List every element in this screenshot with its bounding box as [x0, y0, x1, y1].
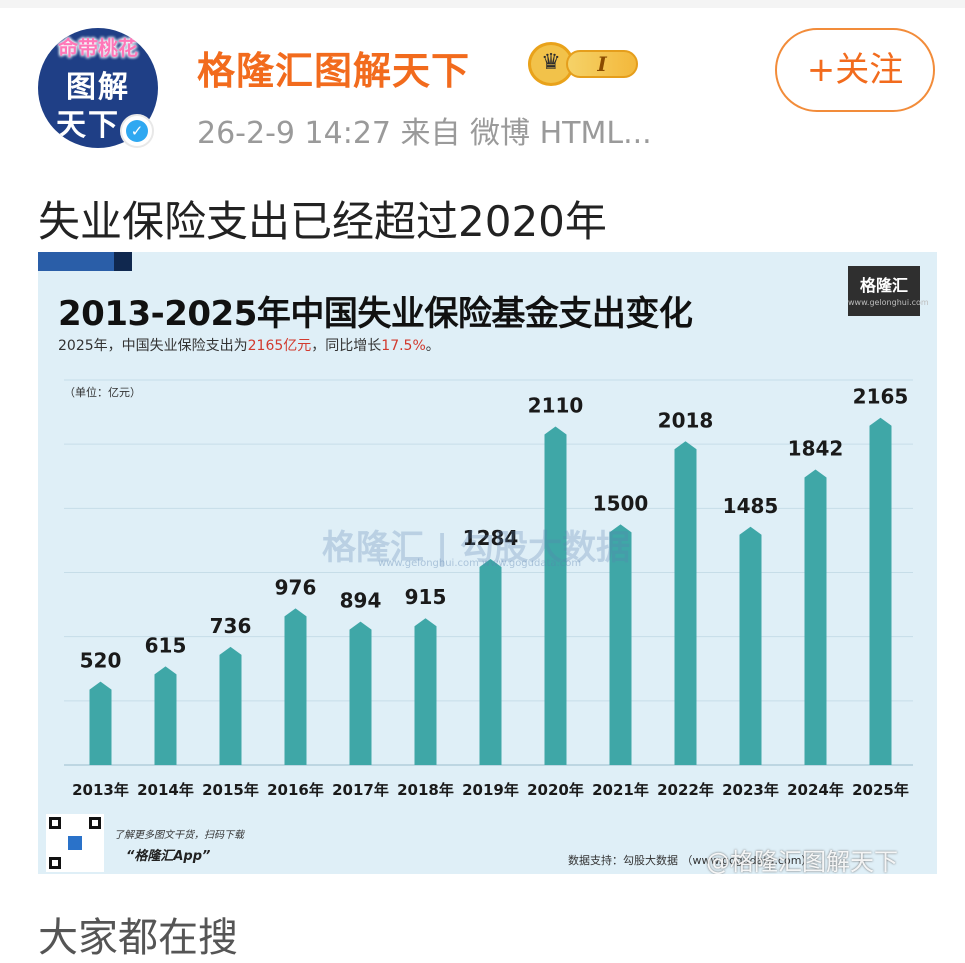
avatar-line2: 天下	[56, 108, 120, 143]
username[interactable]: 格隆汇图解天下	[197, 49, 471, 93]
weibo-watermark: @格隆汇图解天下	[706, 848, 898, 874]
chart-title: 2013-2025年中国失业保险基金支出变化	[58, 294, 693, 334]
qr-finder	[49, 817, 61, 829]
x-tick-label: 2023年	[722, 781, 779, 799]
bar	[414, 618, 437, 765]
post-meta: 26-2-9 14:27 来自 微博 HTML...	[197, 116, 652, 151]
brand-logo: 格隆汇 www.gelonghui.com	[848, 266, 929, 316]
decor-bar-dark	[114, 252, 132, 271]
brand-url: www.gelonghui.com	[848, 298, 929, 307]
subtitle-end: 。	[425, 338, 440, 354]
x-tick-label: 2018年	[397, 781, 454, 799]
subtitle-middle: ，同比增长	[311, 338, 382, 354]
brand-name: 格隆汇	[859, 276, 908, 295]
x-axis-labels: 2013年 2014年 2015年 2016年 2017年 2018年 2019年 2020年…	[72, 781, 909, 799]
bar	[869, 417, 892, 765]
bar-value-label: 736	[210, 614, 252, 638]
avatar[interactable]: 命带桃花 图解 天下	[38, 28, 158, 148]
bar-value-label: 1284	[463, 526, 519, 550]
level-badge[interactable]: ♛ I	[528, 42, 646, 86]
bar	[609, 524, 632, 765]
bars	[89, 417, 892, 765]
avatar-tag: 命带桃花	[58, 36, 138, 60]
center-watermark-url: www.gelonghui.com www.gogudata.com	[378, 558, 582, 569]
bar	[479, 559, 502, 765]
bar-value-label: 1842	[788, 437, 844, 461]
center-watermark: 格隆汇 | 勾股大数据	[322, 528, 631, 568]
bar	[284, 608, 307, 765]
qr-finder	[89, 817, 101, 829]
qr-finder	[49, 857, 61, 869]
bar-value-label: 2110	[528, 394, 584, 418]
top-divider	[0, 0, 965, 8]
bar	[349, 621, 372, 765]
bar	[219, 646, 242, 765]
chart-subtitle: 2025年，中国失业保险支出为2165亿元，同比增长17.5%。	[58, 335, 440, 355]
unit-label: （单位：亿元）	[64, 385, 141, 399]
bar	[544, 426, 567, 765]
bar	[739, 526, 762, 765]
avatar-line1: 图解	[66, 70, 130, 105]
decor-bar	[38, 252, 114, 271]
bar-value-label: 2018	[658, 408, 714, 432]
subtitle-prefix: 2025年，中国失业保险支出为	[58, 338, 248, 354]
x-tick-label: 2013年	[72, 781, 129, 799]
search-heading: 大家都在搜	[38, 915, 238, 961]
bar	[154, 666, 177, 765]
crown-icon: ♛	[528, 42, 574, 86]
bar-value-label: 2165	[853, 385, 909, 409]
level-label: I	[566, 50, 638, 78]
x-tick-label: 2015年	[202, 781, 259, 799]
value-labels: 520 615 736 976 894 915 1284 2110 1500 2018 1485 18…	[80, 385, 909, 673]
bar	[89, 681, 112, 765]
qr-logo-icon	[68, 836, 82, 850]
x-tick-label: 2024年	[787, 781, 844, 799]
bar	[804, 469, 827, 765]
bar-value-label: 976	[275, 575, 317, 599]
bar	[674, 441, 697, 765]
bar-value-label: 1485	[723, 494, 779, 518]
post-image[interactable]: （单位：亿元） 520 615 736 976 894 915 1284 2110 1500 20…	[38, 252, 937, 874]
x-tick-label: 2022年	[657, 781, 714, 799]
bar-value-label: 520	[80, 649, 122, 673]
x-tick-label: 2021年	[592, 781, 649, 799]
subtitle-amount: 2165亿元	[247, 338, 312, 354]
x-tick-label: 2019年	[462, 781, 519, 799]
qr-code	[46, 814, 104, 872]
bar-value-label: 615	[145, 633, 187, 657]
x-tick-label: 2025年	[852, 781, 909, 799]
follow-button[interactable]: +关注	[775, 28, 935, 112]
footer-note: 了解更多图文干货，扫码下载	[114, 830, 244, 841]
x-tick-label: 2020年	[527, 781, 584, 799]
x-tick-label: 2017年	[332, 781, 389, 799]
post-text: 失业保险支出已经超过2020年	[38, 197, 607, 246]
bar-value-label: 1500	[593, 491, 649, 515]
bar-value-label: 894	[340, 589, 382, 613]
bar-value-label: 915	[405, 585, 447, 609]
footer-app: “格隆汇App”	[126, 849, 211, 864]
check-icon: ✓	[126, 120, 148, 142]
x-tick-label: 2014年	[137, 781, 194, 799]
verified-badge: ✓	[120, 114, 154, 148]
x-tick-label: 2016年	[267, 781, 324, 799]
data-source: 数据支持：勾股大数据 （www.gogudata.com）	[568, 854, 813, 867]
bar-chart: （单位：亿元） 520 615 736 976 894 915 1284 2110 1500 20…	[64, 379, 913, 799]
subtitle-growth: 17.5%	[381, 338, 426, 354]
